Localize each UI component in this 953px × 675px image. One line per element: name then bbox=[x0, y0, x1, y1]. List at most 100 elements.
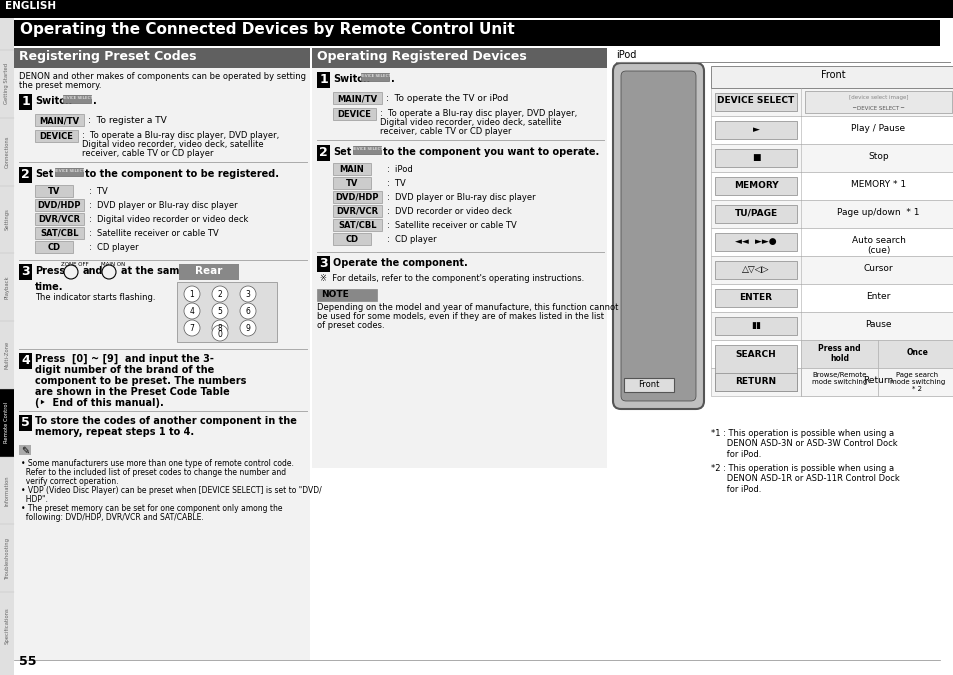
Text: 1: 1 bbox=[21, 95, 30, 108]
Text: Front: Front bbox=[821, 70, 845, 80]
Text: 55: 55 bbox=[19, 655, 36, 668]
Text: 3: 3 bbox=[319, 257, 328, 270]
Bar bbox=[714, 149, 796, 167]
Text: △▽◁▷: △▽◁▷ bbox=[741, 265, 769, 274]
Bar bbox=[312, 48, 606, 68]
Bar bbox=[19, 415, 32, 431]
Text: to the component to be registered.: to the component to be registered. bbox=[85, 169, 278, 179]
Text: • The preset memory can be set for one component only among the: • The preset memory can be set for one c… bbox=[21, 504, 282, 513]
Text: receiver, cable TV or CD player: receiver, cable TV or CD player bbox=[82, 149, 213, 158]
Text: DEVICE SELECT: DEVICE SELECT bbox=[351, 147, 382, 151]
Text: CD: CD bbox=[345, 235, 358, 244]
Text: ■: ■ bbox=[751, 153, 760, 162]
Bar bbox=[710, 144, 953, 172]
Text: DEVICE SELECT: DEVICE SELECT bbox=[61, 96, 92, 100]
Bar bbox=[714, 93, 796, 111]
Bar bbox=[316, 256, 330, 272]
Text: Auto search
(cue): Auto search (cue) bbox=[851, 236, 904, 255]
Text: Press and
hold: Press and hold bbox=[818, 344, 861, 363]
Text: 1: 1 bbox=[319, 73, 328, 86]
Circle shape bbox=[184, 303, 200, 319]
Text: RETURN: RETURN bbox=[735, 377, 776, 386]
Text: MAIN/TV: MAIN/TV bbox=[39, 116, 79, 125]
Text: Information: Information bbox=[5, 475, 10, 506]
Text: Troubleshooting: Troubleshooting bbox=[5, 537, 10, 579]
Text: • VDP (Video Disc Player) can be preset when [DEVICE SELECT] is set to "DVD/: • VDP (Video Disc Player) can be preset … bbox=[21, 486, 321, 495]
Bar bbox=[333, 233, 371, 245]
Text: DENON and other makes of components can be operated by setting: DENON and other makes of components can … bbox=[19, 72, 306, 81]
Bar bbox=[14, 48, 310, 660]
Text: Registering Preset Codes: Registering Preset Codes bbox=[19, 50, 196, 63]
Text: HDP".: HDP". bbox=[21, 495, 48, 504]
Bar bbox=[714, 345, 796, 391]
Text: Page search
mode switching
* 2: Page search mode switching * 2 bbox=[889, 372, 943, 392]
Text: :  DVD player or Blu-ray disc player: : DVD player or Blu-ray disc player bbox=[387, 193, 535, 202]
Text: To store the codes of another component in the: To store the codes of another component … bbox=[35, 416, 296, 426]
Text: DEVICE: DEVICE bbox=[39, 132, 73, 141]
Circle shape bbox=[240, 286, 255, 302]
Bar bbox=[804, 91, 951, 113]
Text: 9: 9 bbox=[245, 324, 251, 333]
Text: MAIN ON: MAIN ON bbox=[101, 262, 125, 267]
Bar bbox=[801, 368, 878, 396]
Bar bbox=[19, 264, 32, 280]
Text: 2: 2 bbox=[21, 168, 30, 181]
Text: Rear: Rear bbox=[195, 266, 222, 276]
Text: :  DVD player or Blu-ray disc player: : DVD player or Blu-ray disc player bbox=[89, 201, 237, 210]
Text: DEVICE SELECT: DEVICE SELECT bbox=[717, 96, 794, 105]
Text: SAT/CBL: SAT/CBL bbox=[40, 229, 78, 238]
Bar bbox=[710, 284, 953, 312]
Text: to the component you want to operate.: to the component you want to operate. bbox=[382, 147, 598, 157]
Bar bbox=[0, 18, 14, 675]
Text: Stop: Stop bbox=[867, 152, 888, 161]
Text: Enter: Enter bbox=[865, 292, 890, 301]
Text: The indicator starts flashing.: The indicator starts flashing. bbox=[35, 293, 155, 302]
Text: ─ DEVICE SELECT ─: ─ DEVICE SELECT ─ bbox=[852, 106, 903, 111]
Bar bbox=[710, 88, 953, 116]
Text: .: . bbox=[92, 96, 96, 106]
Text: :  Satellite receiver or cable TV: : Satellite receiver or cable TV bbox=[89, 229, 218, 238]
Bar bbox=[14, 48, 310, 68]
Text: 6: 6 bbox=[245, 307, 251, 316]
Text: be used for some models, even if they are of makes listed in the list: be used for some models, even if they ar… bbox=[316, 312, 603, 321]
Bar bbox=[333, 205, 381, 217]
Text: Depending on the model and year of manufacture, this function cannot: Depending on the model and year of manuf… bbox=[316, 303, 618, 312]
Text: Set: Set bbox=[35, 169, 53, 179]
Text: the preset memory.: the preset memory. bbox=[19, 81, 101, 90]
Bar bbox=[710, 340, 953, 368]
Text: Play / Pause: Play / Pause bbox=[850, 124, 904, 133]
Bar bbox=[19, 353, 32, 369]
Text: DEVICE SELECT: DEVICE SELECT bbox=[358, 74, 391, 78]
Text: 3: 3 bbox=[21, 265, 30, 278]
Bar bbox=[333, 163, 371, 175]
Text: DEVICE SELECT: DEVICE SELECT bbox=[53, 169, 85, 173]
Text: Switch: Switch bbox=[333, 74, 370, 84]
Bar bbox=[0, 389, 14, 457]
Bar bbox=[0, 0, 953, 18]
FancyBboxPatch shape bbox=[613, 63, 703, 409]
Text: TV: TV bbox=[345, 179, 357, 188]
Text: :  To operate a Blu-ray disc player, DVD player,: : To operate a Blu-ray disc player, DVD … bbox=[82, 131, 279, 140]
Bar bbox=[710, 256, 953, 284]
Bar bbox=[714, 289, 796, 307]
Text: MEMORY * 1: MEMORY * 1 bbox=[850, 180, 905, 189]
Text: ✎: ✎ bbox=[21, 446, 29, 456]
Text: MEMORY: MEMORY bbox=[733, 181, 778, 190]
Text: of preset codes.: of preset codes. bbox=[316, 321, 384, 330]
Bar bbox=[710, 368, 953, 396]
Text: Browse/Remote
mode switching: Browse/Remote mode switching bbox=[811, 372, 866, 385]
Bar bbox=[714, 177, 796, 195]
Bar bbox=[19, 167, 32, 183]
Bar bbox=[710, 66, 953, 88]
Text: :  To operate a Blu-ray disc player, DVD player,: : To operate a Blu-ray disc player, DVD … bbox=[379, 109, 577, 118]
Bar bbox=[35, 227, 84, 239]
Bar bbox=[714, 205, 796, 223]
Text: Operating the Connected Devices by Remote Control Unit: Operating the Connected Devices by Remot… bbox=[20, 22, 515, 37]
Text: Once: Once bbox=[905, 348, 927, 357]
Text: Digital video recorder, video deck, satellite: Digital video recorder, video deck, sate… bbox=[379, 118, 560, 127]
Text: verify correct operation.: verify correct operation. bbox=[21, 477, 118, 486]
Text: SEARCH: SEARCH bbox=[735, 350, 776, 359]
Text: *1 : This operation is possible when using a
      DENON ASD-3N or ASD-3W Contro: *1 : This operation is possible when usi… bbox=[710, 429, 897, 459]
Text: Pause: Pause bbox=[864, 320, 891, 329]
Text: :  TV: : TV bbox=[89, 187, 108, 196]
